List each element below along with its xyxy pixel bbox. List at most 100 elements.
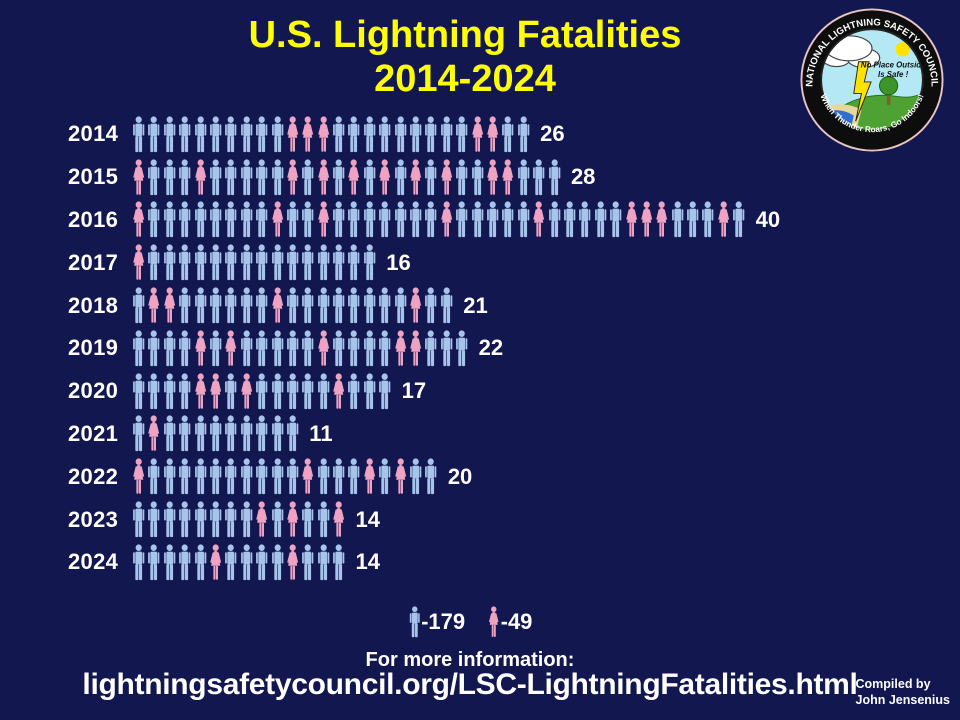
male-person-icon bbox=[193, 544, 208, 581]
male-person-icon bbox=[285, 458, 300, 495]
male-person-icon bbox=[162, 159, 177, 196]
male-person-icon bbox=[700, 201, 715, 238]
male-person-icon bbox=[439, 287, 454, 324]
year-label: 2017 bbox=[68, 249, 119, 275]
year-row: 2015 28 bbox=[68, 156, 780, 199]
male-person-icon bbox=[531, 159, 546, 196]
male-person-icon bbox=[270, 330, 285, 367]
male-person-icon bbox=[239, 501, 254, 538]
male-person-icon bbox=[162, 373, 177, 410]
title-line-2: 2014-2024 bbox=[374, 58, 556, 101]
year-label: 2015 bbox=[68, 164, 119, 190]
male-person-icon bbox=[146, 244, 161, 281]
male-person-icon bbox=[146, 116, 161, 153]
female-person-icon bbox=[377, 159, 392, 196]
legend-male-total: -179 bbox=[421, 609, 466, 634]
male-person-icon bbox=[208, 116, 223, 153]
male-person-icon bbox=[239, 116, 254, 153]
male-person-icon bbox=[285, 330, 300, 367]
tree-trunk bbox=[886, 92, 891, 105]
male-person-icon bbox=[239, 458, 254, 495]
female-person-icon bbox=[270, 287, 285, 324]
year-row: 2021 11 bbox=[68, 413, 780, 456]
male-person-icon bbox=[516, 116, 531, 153]
female-person-icon bbox=[485, 116, 500, 153]
male-person-icon bbox=[146, 373, 161, 410]
male-person-icon bbox=[316, 501, 331, 538]
male-person-icon bbox=[377, 330, 392, 367]
male-person-icon bbox=[670, 201, 685, 238]
female-person-icon bbox=[316, 330, 331, 367]
male-person-icon bbox=[562, 201, 577, 238]
male-person-icon bbox=[331, 287, 346, 324]
count-label: 26 bbox=[540, 121, 565, 147]
male-person-icon bbox=[223, 287, 238, 324]
tree-crown bbox=[879, 76, 899, 96]
male-person-icon bbox=[439, 330, 454, 367]
male-person-icon bbox=[270, 244, 285, 281]
male-person-icon bbox=[254, 415, 269, 452]
female-person-icon bbox=[531, 201, 546, 238]
year-label: 2021 bbox=[68, 420, 119, 446]
male-person-icon bbox=[377, 373, 392, 410]
male-person-icon bbox=[146, 458, 161, 495]
female-person-icon bbox=[208, 373, 223, 410]
male-person-icon bbox=[608, 201, 623, 238]
male-person-icon bbox=[346, 287, 361, 324]
count-label: 16 bbox=[386, 249, 411, 275]
female-person-icon bbox=[300, 116, 315, 153]
male-person-icon bbox=[346, 330, 361, 367]
male-person-icon bbox=[577, 201, 592, 238]
male-person-icon bbox=[393, 287, 408, 324]
male-person-icon bbox=[146, 330, 161, 367]
male-person-icon bbox=[146, 159, 161, 196]
male-person-icon bbox=[731, 201, 746, 238]
person-icons bbox=[131, 544, 346, 581]
male-person-icon bbox=[346, 244, 361, 281]
male-person-icon bbox=[346, 201, 361, 238]
female-person-icon bbox=[285, 501, 300, 538]
male-person-icon bbox=[270, 116, 285, 153]
female-person-icon bbox=[316, 201, 331, 238]
female-person-icon bbox=[131, 201, 146, 238]
male-person-icon bbox=[500, 201, 515, 238]
female-person-icon bbox=[285, 116, 300, 153]
count-label: 21 bbox=[463, 292, 488, 318]
male-person-icon bbox=[593, 201, 608, 238]
count-label: 40 bbox=[755, 206, 781, 232]
female-person-icon bbox=[193, 373, 208, 410]
female-person-icon bbox=[193, 330, 208, 367]
male-person-icon bbox=[300, 287, 315, 324]
female-person-icon bbox=[362, 458, 377, 495]
female-person-icon bbox=[270, 201, 285, 238]
male-person-icon bbox=[377, 116, 392, 153]
male-person-icon bbox=[223, 458, 238, 495]
male-person-icon bbox=[193, 116, 208, 153]
sun-icon bbox=[895, 42, 910, 57]
male-person-icon bbox=[177, 501, 192, 538]
male-person-icon bbox=[193, 244, 208, 281]
male-person-icon bbox=[254, 201, 269, 238]
male-person-icon bbox=[223, 116, 238, 153]
male-person-icon bbox=[146, 201, 161, 238]
count-label: 11 bbox=[309, 420, 333, 446]
credit-text: Compiled by John Jensenius bbox=[856, 676, 950, 709]
female-person-icon bbox=[131, 458, 146, 495]
male-person-icon bbox=[239, 330, 254, 367]
male-person-icon bbox=[223, 415, 238, 452]
legend: -179 -49 bbox=[0, 606, 940, 638]
male-person-icon bbox=[239, 201, 254, 238]
male-person-icon bbox=[239, 159, 254, 196]
count-label: 20 bbox=[447, 463, 473, 489]
male-person-icon bbox=[177, 330, 192, 367]
male-person-icon bbox=[408, 201, 423, 238]
male-person-icon bbox=[285, 415, 300, 452]
male-person-icon bbox=[131, 544, 146, 581]
male-person-icon bbox=[131, 501, 146, 538]
male-person-icon bbox=[362, 287, 377, 324]
male-person-icon bbox=[270, 159, 285, 196]
male-person-icon bbox=[208, 201, 223, 238]
female-person-icon bbox=[624, 201, 639, 238]
credit-line-1: Compiled by bbox=[855, 677, 931, 691]
male-person-icon bbox=[470, 159, 485, 196]
